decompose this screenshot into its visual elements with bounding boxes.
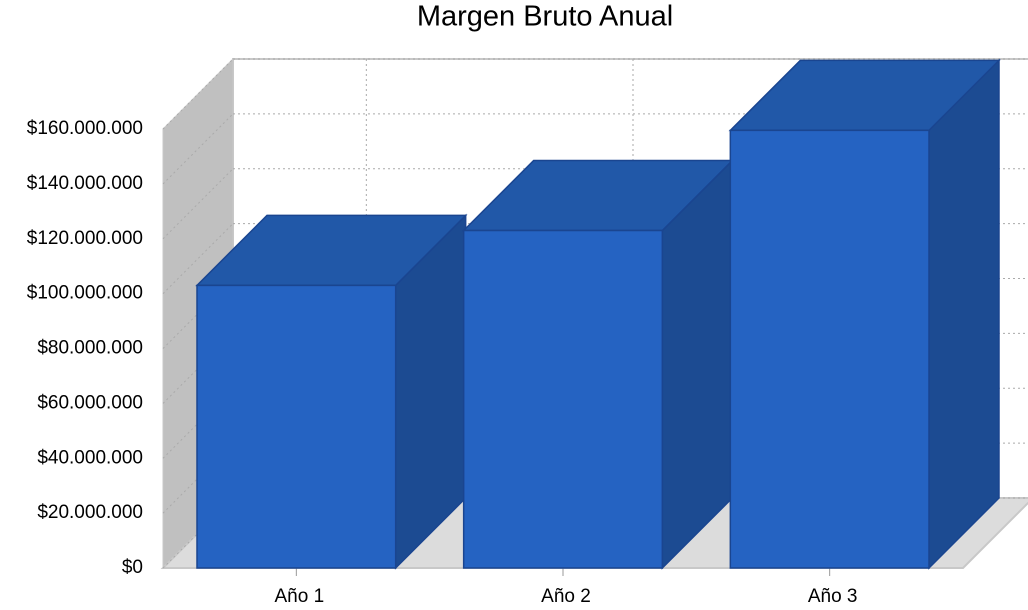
side-grid-line <box>162 387 234 459</box>
bar <box>462 229 664 569</box>
bar-side <box>661 158 734 570</box>
bar-side <box>928 58 1000 570</box>
y-tick-label: $60.000.000 <box>37 392 143 413</box>
x-tick-label: Año 1 <box>275 586 325 607</box>
side-grid-line <box>162 113 234 185</box>
y-tick-label: $160.000.000 <box>27 118 143 139</box>
x-tick-label: Año 3 <box>808 586 858 607</box>
y-tick-label: $40.000.000 <box>37 447 143 468</box>
chart-title: Margen Bruto Anual <box>417 1 673 33</box>
x-tick-label: Año 2 <box>541 586 591 607</box>
y-tick-label: $80.000.000 <box>37 338 143 359</box>
y-tick-label: $140.000.000 <box>27 173 143 194</box>
side-grid-line <box>162 223 234 294</box>
y-tick-label: $0 <box>122 557 143 578</box>
side-grid-line <box>162 168 234 240</box>
y-tick-label: $120.000.000 <box>27 228 143 249</box>
side-grid-line <box>162 497 234 569</box>
y-tick-label: $100.000.000 <box>27 283 143 304</box>
y-tick-label: $20.000.000 <box>37 502 143 523</box>
side-grid-line <box>162 58 234 130</box>
side-grid-line <box>162 333 234 404</box>
bar <box>196 284 397 569</box>
side-grid-line <box>162 442 234 514</box>
bar <box>729 129 930 569</box>
side-grid-line <box>162 278 234 349</box>
